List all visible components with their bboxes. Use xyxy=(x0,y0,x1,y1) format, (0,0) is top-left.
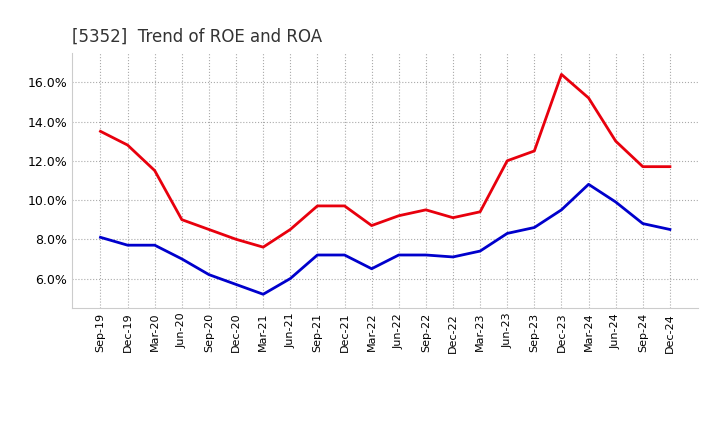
ROA xyxy=(476,249,485,254)
ROE xyxy=(178,217,186,222)
ROA xyxy=(421,253,430,258)
ROA xyxy=(178,256,186,261)
ROE xyxy=(259,245,268,250)
ROE xyxy=(557,72,566,77)
ROE xyxy=(395,213,403,218)
ROE xyxy=(313,203,322,209)
ROA xyxy=(395,253,403,258)
ROE xyxy=(150,168,159,173)
ROA xyxy=(557,207,566,213)
ROA xyxy=(639,221,647,226)
ROE xyxy=(232,237,240,242)
ROA xyxy=(232,282,240,287)
Line: ROA: ROA xyxy=(101,184,670,294)
ROE xyxy=(503,158,511,163)
ROA xyxy=(503,231,511,236)
ROE xyxy=(611,139,620,144)
ROE xyxy=(367,223,376,228)
Line: ROE: ROE xyxy=(101,74,670,247)
ROE xyxy=(204,227,213,232)
Text: [5352]  Trend of ROE and ROA: [5352] Trend of ROE and ROA xyxy=(72,28,322,46)
ROA xyxy=(530,225,539,230)
ROE xyxy=(665,164,674,169)
ROE xyxy=(96,128,105,134)
ROA xyxy=(150,242,159,248)
ROA xyxy=(123,242,132,248)
ROA xyxy=(204,272,213,277)
ROE xyxy=(421,207,430,213)
ROA xyxy=(611,199,620,205)
ROE xyxy=(530,148,539,154)
ROE xyxy=(341,203,349,209)
ROA xyxy=(665,227,674,232)
ROA xyxy=(259,292,268,297)
ROA xyxy=(341,253,349,258)
ROA xyxy=(313,253,322,258)
ROE xyxy=(476,209,485,214)
ROA xyxy=(584,182,593,187)
ROE xyxy=(449,215,457,220)
ROA xyxy=(367,266,376,271)
ROE xyxy=(584,95,593,101)
ROE xyxy=(123,143,132,148)
ROA xyxy=(449,254,457,260)
ROA xyxy=(96,235,105,240)
ROE xyxy=(639,164,647,169)
ROA xyxy=(286,276,294,281)
ROE xyxy=(286,227,294,232)
